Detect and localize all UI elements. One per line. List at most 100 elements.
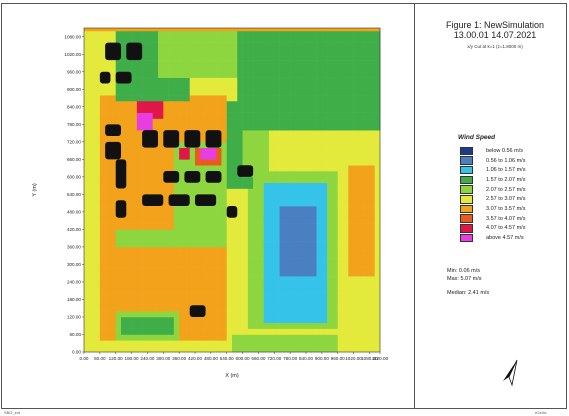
x-tick-label: 420.00: [188, 356, 202, 361]
heatmap-cell: [364, 316, 370, 324]
heatmap-cell: [253, 124, 259, 131]
heatmap-cell: [158, 211, 164, 219]
heatmap-cell: [274, 346, 280, 353]
heatmap-cell: [306, 217, 312, 224]
heatmap-cell: [110, 276, 117, 283]
heatmap-cell: [105, 293, 111, 300]
heatmap-cell: [89, 124, 95, 131]
heatmap-cell: [295, 124, 302, 131]
heatmap-cell: [216, 311, 222, 318]
heatmap-cell: [89, 281, 95, 289]
heatmap-cell: [200, 211, 206, 219]
heatmap-cell: [226, 235, 233, 242]
heatmap-cell: [274, 252, 280, 259]
heatmap-cell: [216, 36, 222, 43]
heatmap-cell: [99, 130, 106, 137]
x-tick-label: 300.00: [156, 356, 170, 361]
heatmap-cell: [369, 346, 376, 353]
heatmap-cell: [358, 130, 365, 137]
heatmap-cell: [295, 83, 302, 90]
heatmap-cell: [247, 305, 254, 312]
heatmap-cell: [253, 71, 259, 78]
heatmap-cell: [195, 287, 201, 294]
heatmap-cell: [142, 124, 148, 131]
heatmap-cell: [173, 83, 180, 90]
heatmap-cell: [364, 328, 370, 335]
heatmap-cell: [226, 334, 233, 341]
heatmap-cell: [126, 89, 132, 96]
heatmap-cell: [221, 165, 228, 172]
heatmap-cell: [306, 211, 312, 219]
heatmap-cell: [274, 60, 280, 67]
heatmap-cell: [374, 200, 381, 207]
heatmap-cell: [263, 159, 270, 166]
heatmap-cell: [152, 159, 159, 166]
heatmap-cell: [163, 60, 169, 67]
heatmap-cell: [179, 182, 185, 189]
heatmap-cell: [358, 159, 365, 166]
heatmap-cell: [142, 48, 148, 55]
heatmap-cell: [232, 316, 238, 324]
heatmap-cell: [332, 270, 339, 277]
heatmap-cell: [216, 165, 222, 172]
heatmap-cell: [115, 95, 122, 102]
heatmap-cell: [290, 328, 296, 335]
heatmap-cell: [126, 136, 132, 143]
heatmap-cell: [321, 281, 328, 289]
heatmap-cell: [232, 171, 238, 178]
heatmap-cell: [158, 89, 164, 96]
heatmap-cell: [364, 48, 370, 55]
heatmap-cell: [163, 281, 169, 289]
heatmap-cell: [311, 322, 317, 329]
heatmap-cell: [210, 281, 217, 289]
heatmap-cell: [121, 281, 127, 289]
heatmap-cell: [316, 83, 323, 90]
x-tick-label: 720.00: [267, 356, 281, 361]
heatmap-cell: [89, 77, 95, 84]
heatmap-cell: [327, 71, 333, 78]
heatmap-cell: [295, 322, 302, 329]
heatmap-cell: [321, 159, 328, 166]
heatmap-cell: [258, 316, 265, 324]
heatmap-cell: [110, 30, 117, 38]
heatmap-cell: [327, 322, 333, 329]
heatmap-cell: [353, 124, 360, 131]
heatmap-cell: [94, 106, 101, 113]
heatmap-cell: [232, 42, 238, 49]
heatmap-cell: [126, 171, 132, 178]
heatmap-cell: [306, 89, 312, 96]
heatmap-cell: [232, 276, 238, 283]
heatmap-cell: [131, 299, 138, 306]
heatmap-cell: [269, 28, 275, 32]
heatmap-cell: [121, 217, 127, 224]
heatmap-cell: [152, 305, 159, 312]
heatmap-cell: [221, 223, 228, 230]
heatmap-cell: [242, 287, 249, 294]
heatmap-cell: [131, 252, 138, 259]
heatmap-cell: [115, 106, 122, 113]
heatmap-cell: [89, 276, 95, 283]
heatmap-cell: [126, 112, 132, 119]
heatmap-cell: [210, 28, 217, 32]
heatmap-cell: [158, 141, 164, 148]
heatmap-cell: [258, 89, 265, 96]
heatmap-cell: [258, 305, 265, 312]
heatmap-cell: [173, 118, 180, 125]
heatmap-cell: [152, 299, 159, 306]
heatmap-cell: [279, 171, 286, 178]
heatmap-cell: [168, 147, 175, 154]
heatmap-cell: [369, 112, 376, 119]
heatmap-cell: [332, 316, 339, 324]
heatmap-cell: [126, 28, 132, 32]
heatmap-cell: [242, 106, 249, 113]
heatmap-cell: [131, 281, 138, 289]
heatmap-cell: [311, 130, 317, 137]
heatmap-cell: [374, 42, 381, 49]
heatmap-cell: [247, 182, 254, 189]
heatmap-cell: [179, 42, 185, 49]
heatmap-cell: [311, 276, 317, 283]
heatmap-cell: [369, 316, 376, 324]
heatmap-cell: [94, 305, 101, 312]
heatmap-cell: [189, 223, 196, 230]
heatmap-cell: [89, 42, 95, 49]
